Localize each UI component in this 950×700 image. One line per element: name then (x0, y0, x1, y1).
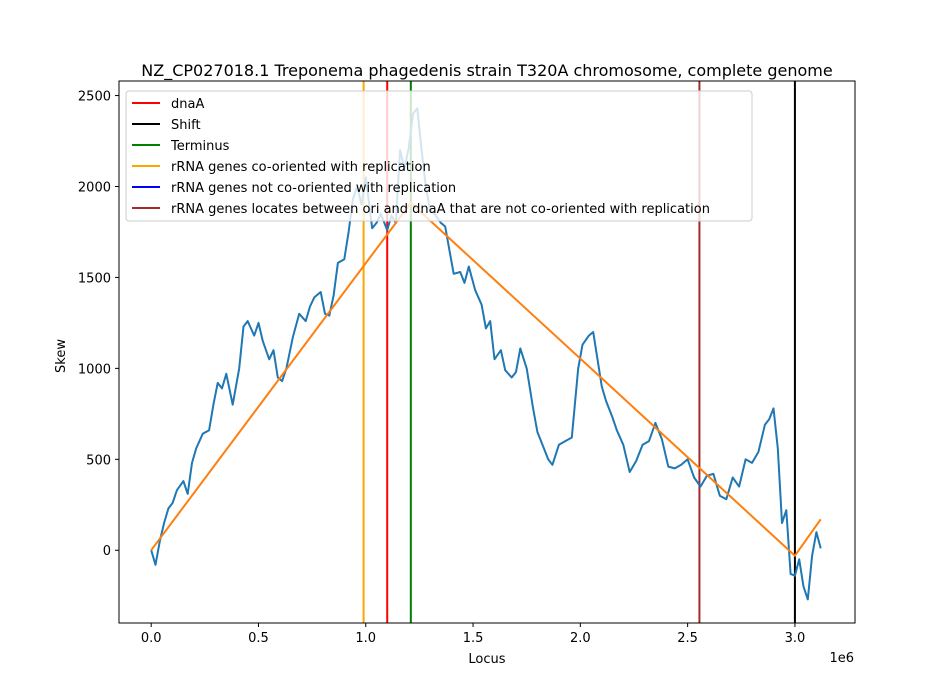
plot-area: 0.0 0.5 1.0 1.5 2.0 2.5 3.0 0 500 1000 1500 2000 250… (78, 80, 856, 646)
chart-title: NZ_CP027018.1 Treponema phagedenis strai… (141, 61, 832, 81)
x-tick-label: 2.0 (570, 631, 591, 646)
legend: dnaA Shift Terminus rRNA genes co-oriented … (125, 90, 753, 222)
legend-entry: dnaA (171, 97, 204, 112)
y-tick-label: 2500 (78, 90, 111, 105)
x-tick-label: 0.0 (141, 631, 162, 646)
x-tick-label: 2.5 (677, 631, 698, 646)
y-tick-label: 2000 (78, 180, 111, 195)
legend-entry: Terminus (170, 139, 230, 154)
x-axis-label: Locus (468, 652, 505, 667)
y-axis-label: Skew (54, 339, 69, 373)
y-tick-label: 1500 (78, 271, 111, 286)
x-tick-label: 0.5 (248, 631, 269, 646)
fit-line (150, 201, 822, 558)
legend-entry: rRNA genes locates between ori and dnaA … (171, 202, 710, 217)
legend-entry: rRNA genes not co-oriented with replicat… (171, 181, 456, 196)
y-tick-label: 1000 (78, 362, 111, 377)
y-tick-label: 500 (86, 453, 111, 468)
x-tick-label: 1.0 (355, 631, 376, 646)
legend-entry: rRNA genes co-oriented with replication (171, 160, 431, 175)
legend-box (125, 90, 753, 222)
x-tick-label: 3.0 (785, 631, 806, 646)
skew-line (150, 107, 822, 601)
plot-frame (118, 80, 856, 624)
y-tick-label: 0 (103, 544, 111, 559)
x-axis-offset-text: 1e6 (829, 651, 854, 666)
x-tick-label: 1.5 (463, 631, 484, 646)
legend-entry: Shift (171, 118, 201, 133)
